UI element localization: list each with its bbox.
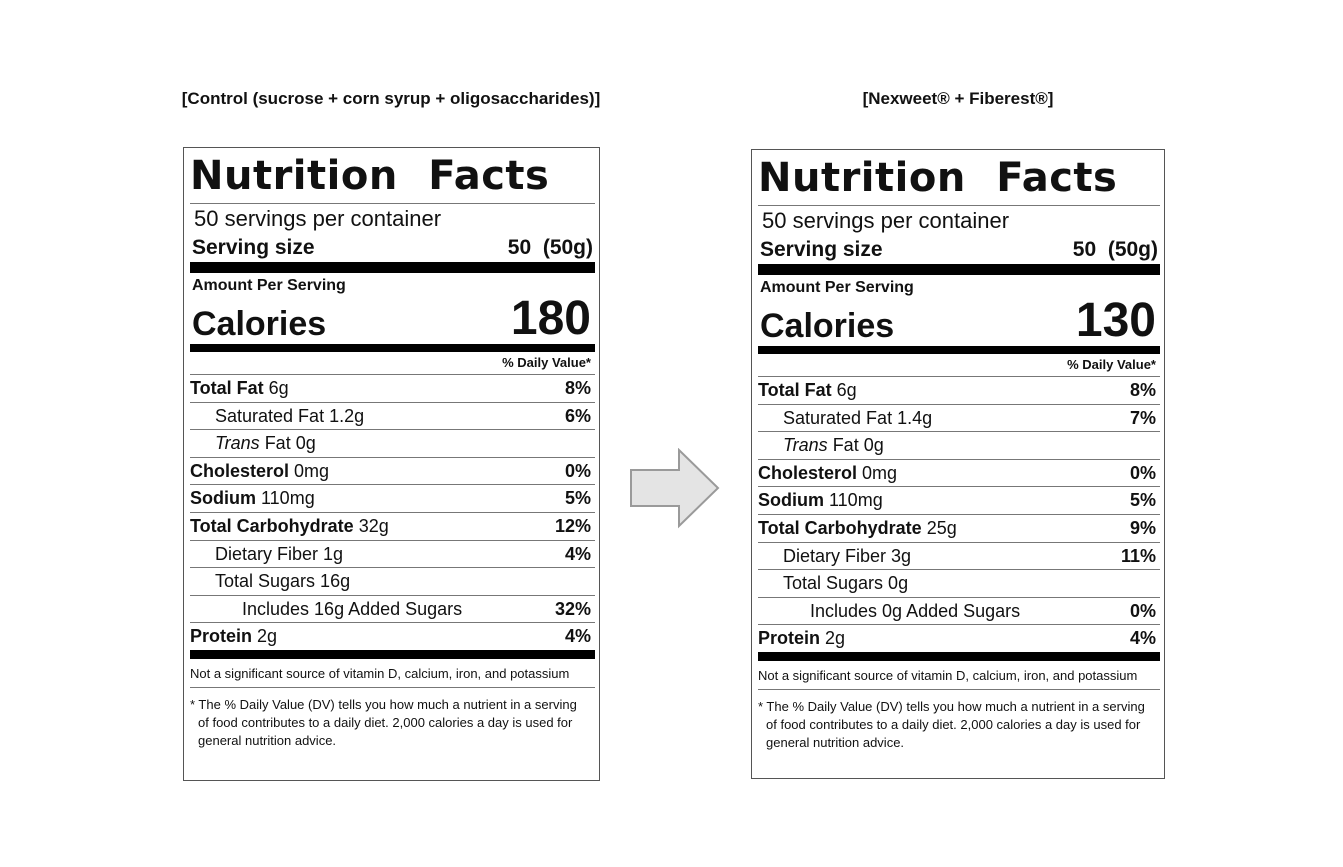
nutrient-amount: 6g — [263, 378, 289, 398]
nutrient-percent: 9% — [1129, 517, 1156, 538]
nutrient-amount: 0mg — [289, 460, 330, 481]
serving-size-label: Serving size — [760, 238, 883, 261]
daily-value-footnote: * The % Daily Value (DV) tells you how m… — [758, 698, 1145, 750]
nutrient-percent: 4% — [1129, 628, 1156, 649]
nutrient-percent: 4% — [564, 543, 591, 564]
nutrient-amount: 32g — [353, 515, 389, 536]
serving-size-value: 50 (50g) — [507, 236, 593, 259]
nutrient-row-protein: Protein 2g 4% — [758, 625, 1160, 661]
nutrient-percent: 8% — [1129, 380, 1156, 400]
nutrient-name: Protein — [190, 626, 253, 647]
nutrient-amount: 2g — [252, 626, 278, 647]
nutrient-row-added-sugars: Includes 16g Added Sugars 32% — [190, 596, 595, 624]
nutrient-percent: 5% — [564, 488, 591, 509]
nutrient-percent: 7% — [1129, 407, 1156, 428]
nutrient-row-dietary-fiber: Dietary Fiber 1g 4% — [190, 541, 595, 569]
serving-size-row: Serving size 50 (50g) — [758, 236, 1160, 275]
calories-value: 180 — [510, 292, 591, 345]
right-arrow-icon — [630, 448, 720, 529]
nutrient-name: Sodium — [758, 490, 824, 511]
calories-row: Calories 180 — [190, 292, 595, 352]
nutrient-row-total-carbohydrate: Total Carbohydrate 25g 9% — [758, 515, 1160, 543]
nutrient-amount: 6g — [831, 380, 857, 400]
nutrient-amount: 2g — [820, 628, 846, 649]
nutrient-name: Protein — [758, 628, 821, 649]
nutrient-amount: Includes 16g Added Sugars — [242, 598, 463, 619]
nutrient-name: Total Carbohydrate — [190, 515, 354, 536]
nutrient-row-trans-fat: Trans Fat 0g — [190, 430, 595, 458]
nutrient-percent: 5% — [1129, 490, 1156, 511]
nutrient-name-italic: Trans — [783, 435, 828, 456]
vitamin-note: Not a significant source of vitamin D, c… — [190, 659, 595, 688]
nutrient-amount: Total Sugars 16g — [215, 571, 351, 592]
calories-value: 130 — [1075, 294, 1156, 347]
nutrition-facts-title: Nutrition Facts — [190, 152, 595, 204]
nutrient-name: Total Fat — [190, 378, 264, 398]
nutrient-row-cholesterol: Cholesterol 0mg 0% — [758, 460, 1160, 488]
servings-per-container: 50 servings per container — [194, 206, 442, 231]
nutrient-percent: 4% — [564, 626, 591, 647]
serving-size-row: Serving size 50 (50g) — [190, 234, 595, 273]
calories-row: Calories 130 — [758, 294, 1160, 354]
calories-label: Calories — [760, 307, 895, 345]
nutrient-percent: 12% — [554, 515, 591, 536]
nutrient-row-dietary-fiber: Dietary Fiber 3g 11% — [758, 543, 1160, 571]
nutrient-amount: 110mg — [824, 490, 883, 511]
serving-size-label: Serving size — [192, 236, 315, 259]
nutrient-amount: 25g — [921, 517, 957, 538]
nutrient-row-trans-fat: Trans Fat 0g — [758, 432, 1160, 460]
nutrient-row-sodium: Sodium 110mg 5% — [758, 487, 1160, 515]
nutrient-percent: 32% — [554, 598, 591, 619]
nutrient-row-total-carbohydrate: Total Carbohydrate 32g 12% — [190, 513, 595, 541]
nutrient-name-italic: Trans — [215, 433, 260, 454]
nexweet-nutrition-label: Nutrition Facts 50 servings per containe… — [751, 149, 1165, 779]
nutrient-row-sodium: Sodium 110mg 5% — [190, 485, 595, 513]
nutrient-name: Total Fat — [758, 380, 832, 400]
nutrient-amount: Dietary Fiber 1g — [215, 543, 344, 564]
serving-size-value: 50 (50g) — [1072, 238, 1158, 261]
nutrient-row-total-fat: Total Fat 6g 8% — [190, 375, 595, 403]
control-caption: [Control (sucrose + corn syrup + oligosa… — [181, 89, 601, 108]
nutrient-row-added-sugars: Includes 0g Added Sugars 0% — [758, 598, 1160, 626]
nexweet-caption: [Nexweet® + Fiberest®] — [862, 89, 1054, 108]
arrow-shape — [630, 448, 720, 529]
nutrient-row-saturated-fat: Saturated Fat 1.4g 7% — [758, 405, 1160, 433]
nutrient-row-total-sugars: Total Sugars 0g — [758, 570, 1160, 598]
nutrient-amount: Fat 0g — [827, 435, 884, 456]
vitamin-note: Not a significant source of vitamin D, c… — [758, 661, 1160, 690]
nutrient-row-saturated-fat: Saturated Fat 1.2g 6% — [190, 403, 595, 431]
nutrient-amount: Saturated Fat 1.4g — [783, 407, 933, 428]
nutrient-name: Sodium — [190, 488, 256, 509]
daily-value-header: % Daily Value* — [190, 352, 595, 375]
nutrient-row-protein: Protein 2g 4% — [190, 623, 595, 659]
nutrient-amount: Saturated Fat 1.2g — [215, 405, 365, 426]
nutrient-percent: 0% — [1129, 462, 1156, 483]
nutrient-name: Total Carbohydrate — [758, 517, 922, 538]
amount-per-serving: Amount Per Serving — [760, 279, 914, 296]
nutrient-percent: 0% — [564, 460, 591, 481]
nutrient-amount: Includes 0g Added Sugars — [810, 600, 1021, 621]
nutrient-amount: Fat 0g — [259, 433, 316, 454]
nutrient-percent: 11% — [1120, 545, 1156, 566]
nutrient-name: Cholesterol — [190, 460, 290, 481]
nutrient-row-cholesterol: Cholesterol 0mg 0% — [190, 458, 595, 486]
nutrition-facts-title: Nutrition Facts — [758, 154, 1160, 206]
nutrient-percent: 0% — [1129, 600, 1156, 621]
daily-value-header: % Daily Value* — [758, 354, 1160, 377]
calories-label: Calories — [192, 305, 327, 343]
nutrient-row-total-fat: Total Fat 6g 8% — [758, 377, 1160, 405]
nutrient-amount: Total Sugars 0g — [783, 573, 909, 594]
control-nutrition-label: Nutrition Facts 50 servings per containe… — [183, 147, 600, 781]
nutrient-amount: 0mg — [857, 462, 898, 483]
servings-per-container: 50 servings per container — [762, 208, 1010, 233]
amount-per-serving: Amount Per Serving — [192, 277, 346, 294]
nutrient-percent: 6% — [564, 405, 591, 426]
daily-value-footnote: * The % Daily Value (DV) tells you how m… — [190, 696, 577, 748]
nutrient-row-total-sugars: Total Sugars 16g — [190, 568, 595, 596]
nutrient-percent: 8% — [564, 378, 591, 398]
nutrient-amount: 110mg — [256, 488, 315, 509]
nutrient-amount: Dietary Fiber 3g — [783, 545, 912, 566]
nutrient-name: Cholesterol — [758, 462, 858, 483]
